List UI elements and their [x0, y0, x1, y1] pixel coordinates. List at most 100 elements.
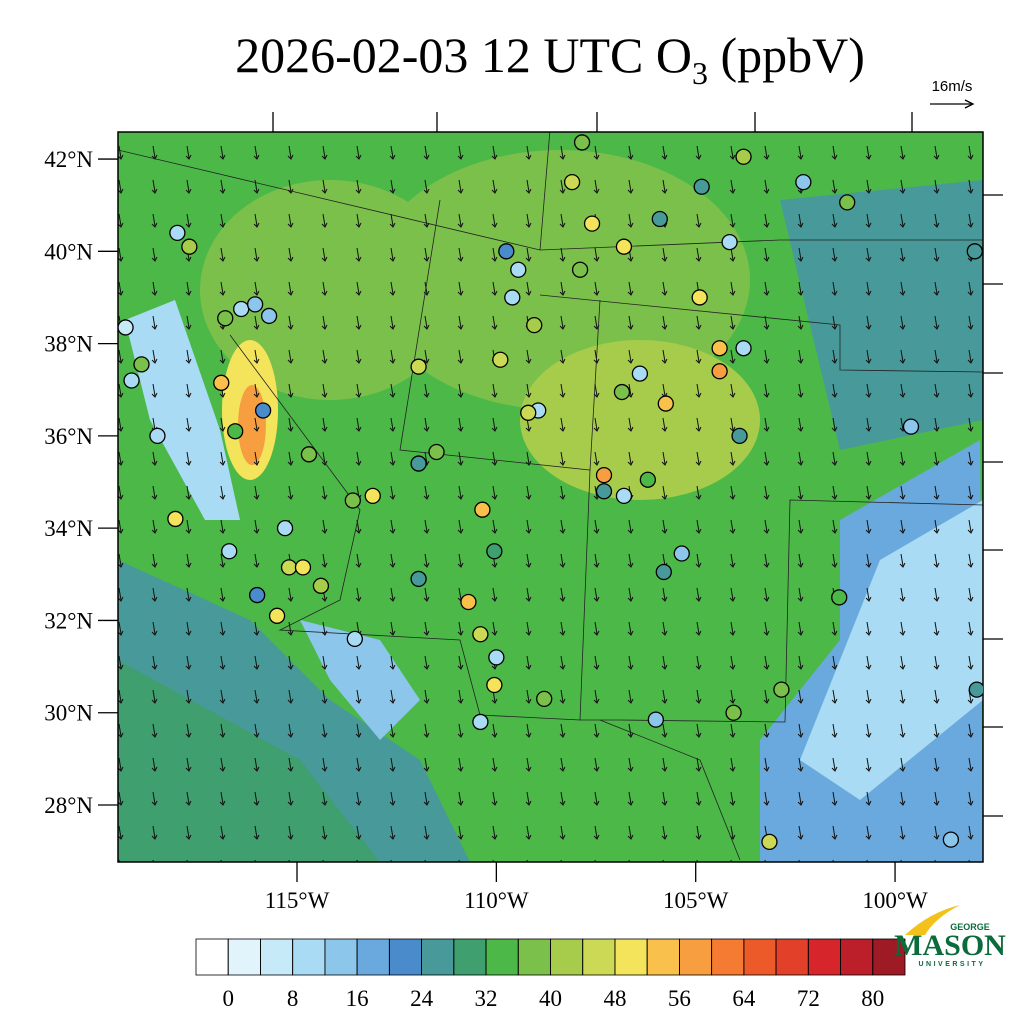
- station: [133, 356, 150, 373]
- station: [615, 238, 633, 255]
- logo: GEORGE MASON UNIVERSITY: [894, 905, 1006, 968]
- station: [693, 178, 710, 195]
- logo-top: GEORGE: [950, 922, 990, 932]
- station: [233, 300, 250, 318]
- lon-tick-label: 105°W: [663, 888, 729, 913]
- station: [651, 210, 668, 228]
- lat-tick-label: 28°N: [44, 793, 93, 818]
- title: 2026-02-03 12 UTC O3 (ppbV): [235, 27, 865, 91]
- map-frame: [117, 131, 984, 863]
- station: [526, 316, 543, 334]
- colorbar-tick-label: 24: [410, 986, 434, 1011]
- colorbar-box: [840, 938, 874, 976]
- station: [364, 487, 381, 505]
- station: [118, 319, 134, 336]
- colorbar-tick-label: 72: [797, 986, 820, 1011]
- station: [248, 586, 266, 604]
- colorbar-box: [292, 938, 326, 976]
- station: [410, 570, 427, 588]
- colorbar-box: [388, 938, 422, 976]
- colorbar-box: [711, 938, 745, 976]
- station: [613, 383, 631, 401]
- lat-tick-label: 32°N: [44, 608, 93, 633]
- station: [504, 289, 521, 306]
- lat-tick-label: 42°N: [44, 147, 93, 172]
- station: [167, 510, 184, 528]
- lat-tick-label: 36°N: [44, 424, 93, 449]
- logo-name: MASON: [894, 929, 1006, 962]
- colorbar-box: [227, 938, 261, 976]
- station: [227, 423, 244, 440]
- station: [312, 577, 330, 594]
- station: [246, 296, 264, 313]
- colorbar-tick-label: 80: [861, 986, 884, 1011]
- station: [294, 559, 312, 576]
- station: [721, 233, 738, 251]
- station: [472, 713, 489, 731]
- station: [711, 340, 728, 357]
- title-subscript: 3: [692, 55, 708, 91]
- colorbar-box: [453, 938, 487, 976]
- station: [673, 545, 690, 562]
- colorbar-box: [679, 938, 713, 976]
- colorbar-tick-label: 48: [603, 986, 626, 1011]
- colorbar-box: [195, 938, 229, 976]
- colorbar-box: [582, 938, 616, 976]
- station: [731, 427, 748, 445]
- logo-bottom: UNIVERSITY: [918, 961, 985, 968]
- station: [492, 351, 509, 368]
- colorbar-tick-label: 32: [475, 986, 498, 1011]
- station: [268, 607, 286, 624]
- station: [474, 501, 491, 518]
- station: [410, 455, 427, 472]
- station: [221, 543, 238, 560]
- colorbar-box: [324, 938, 358, 976]
- colorbar: 0 8 16 24 32 40 48 56 64 72 80: [195, 938, 906, 1011]
- station: [571, 261, 589, 278]
- colorbar-box: [807, 938, 841, 976]
- frame-ticks: [272, 112, 1003, 817]
- colorbar-tick-label: 56: [668, 986, 691, 1011]
- wind-reference-arrow: [930, 99, 975, 109]
- map-background: [118, 132, 983, 862]
- station: [344, 492, 361, 509]
- station: [169, 224, 186, 242]
- station: [942, 831, 960, 848]
- station: [346, 630, 363, 648]
- title-main: 2026-02-03 12 UTC O: [235, 27, 692, 83]
- station: [536, 690, 553, 708]
- colorbar-box: [485, 938, 519, 976]
- station: [839, 194, 856, 211]
- station: [486, 543, 503, 560]
- station: [773, 681, 790, 698]
- station: [647, 711, 664, 728]
- colorbar-tick-label: 64: [732, 986, 756, 1011]
- station: [428, 443, 445, 461]
- lon-tick-label: 115°W: [265, 888, 330, 913]
- colorbar-box: [421, 938, 455, 976]
- lat-tick-label: 34°N: [44, 516, 93, 541]
- station: [300, 446, 318, 463]
- station: [254, 402, 272, 419]
- colorbar-tick-label: 40: [539, 986, 562, 1011]
- colorbar-box: [743, 938, 777, 976]
- station: [488, 649, 505, 666]
- colorbar-tick-label: 16: [346, 986, 369, 1011]
- colorbar-tick-label: 0: [222, 986, 234, 1011]
- colorbar-box: [356, 938, 390, 976]
- station: [761, 833, 778, 851]
- station: [968, 681, 983, 698]
- station: [280, 559, 298, 576]
- station: [276, 520, 294, 537]
- colorbar-tick-label: 8: [287, 986, 299, 1011]
- colorbar-box: [517, 938, 551, 976]
- station: [181, 238, 198, 255]
- station: [615, 487, 633, 505]
- station: [573, 134, 591, 151]
- station: [583, 215, 601, 232]
- colorbar-box: [550, 938, 584, 976]
- title-suffix: (ppbV): [708, 27, 865, 83]
- axes: 42°N 40°N 38°N 36°N 34°N 32°N 30°N 28°N 115°W 110…: [44, 147, 928, 913]
- wind-reference-label: 16m/s: [932, 78, 973, 95]
